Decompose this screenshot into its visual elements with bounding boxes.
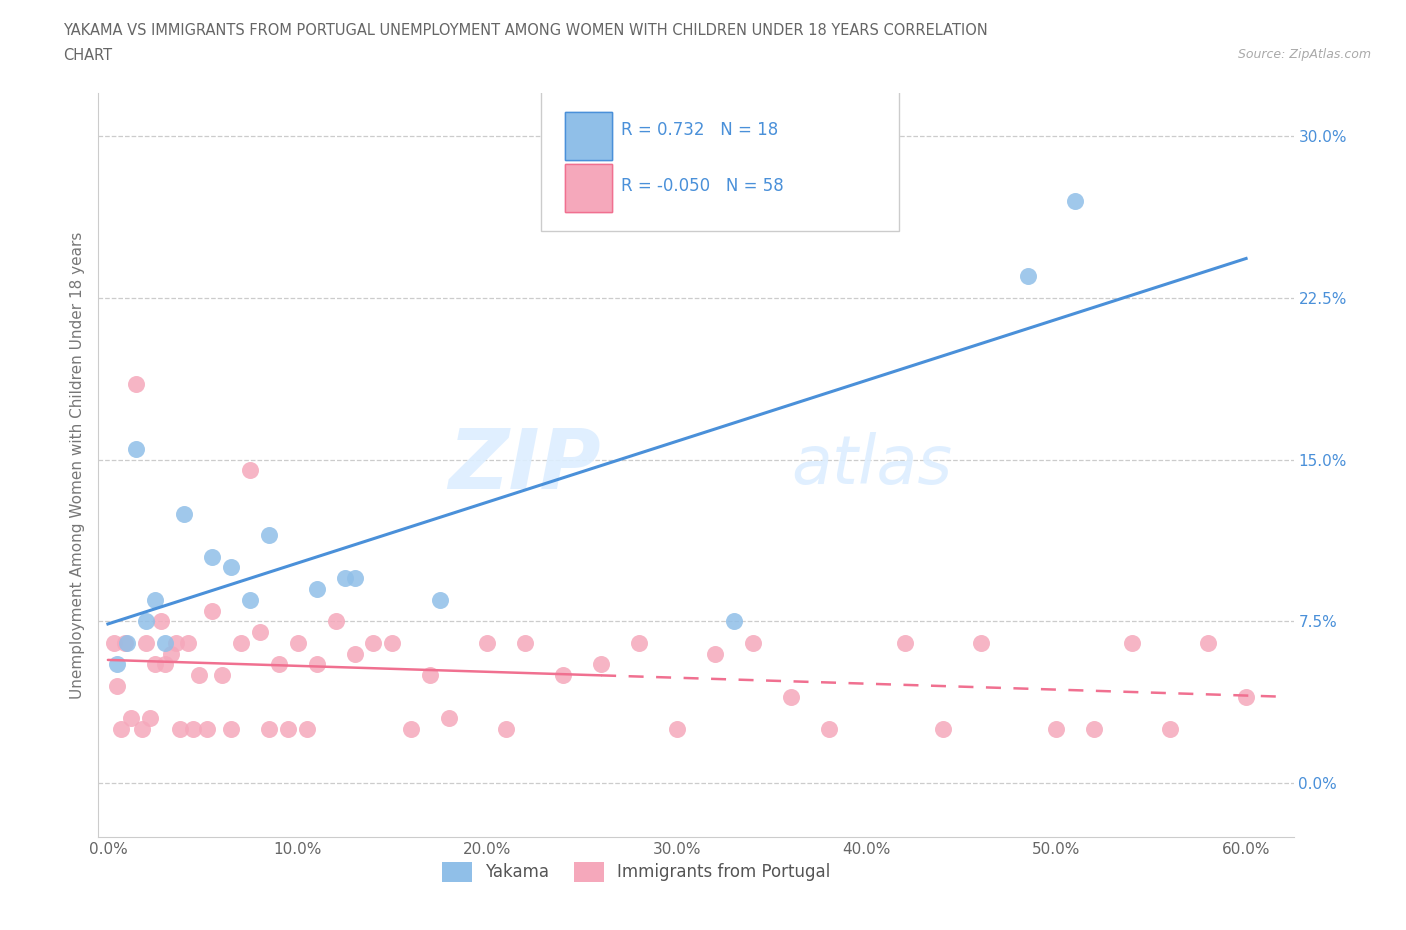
Point (591, 657, 613, 671)
Point (515, 635, 537, 650)
Point (135, 614, 157, 629)
Point (666, 722, 689, 737)
Point (143, 657, 166, 671)
Point (110, 722, 132, 737)
Point (120, 711, 142, 725)
Point (125, 442, 148, 457)
FancyBboxPatch shape (565, 164, 613, 212)
Point (305, 581, 328, 596)
Point (159, 646, 181, 661)
Point (343, 646, 366, 661)
Point (249, 625, 271, 640)
Point (295, 722, 318, 737)
Point (201, 550, 224, 565)
Point (305, 657, 328, 671)
Point (1017, 269, 1039, 284)
Point (287, 635, 309, 650)
Point (257, 527, 280, 542)
Point (1121, 635, 1143, 650)
Point (495, 722, 517, 737)
Point (115, 635, 138, 650)
Point (969, 635, 991, 650)
Point (257, 722, 280, 737)
Text: atlas: atlas (792, 432, 953, 498)
Point (343, 571, 366, 586)
Point (176, 635, 198, 650)
Point (131, 722, 153, 737)
Point (817, 722, 839, 737)
Point (150, 614, 173, 629)
Point (138, 711, 160, 725)
Point (103, 635, 125, 650)
Point (181, 722, 204, 737)
Point (239, 463, 262, 478)
Text: R = 0.732   N = 18: R = 0.732 N = 18 (620, 121, 778, 140)
Point (1197, 635, 1219, 650)
Point (1083, 722, 1105, 737)
Point (229, 635, 252, 650)
Point (628, 635, 651, 650)
Text: ZIP: ZIP (447, 424, 600, 506)
Point (703, 646, 725, 661)
FancyBboxPatch shape (565, 112, 613, 160)
Point (195, 722, 218, 737)
Point (188, 668, 211, 683)
Point (143, 592, 166, 607)
Text: Source: ZipAtlas.com: Source: ZipAtlas.com (1237, 48, 1371, 61)
Point (135, 635, 157, 650)
Point (239, 592, 262, 607)
Point (201, 604, 224, 618)
Point (477, 635, 499, 650)
Point (267, 657, 290, 671)
Point (1159, 722, 1181, 737)
Point (553, 668, 575, 683)
Point (169, 722, 191, 737)
Text: CHART: CHART (63, 48, 112, 63)
Point (153, 657, 176, 671)
Point (333, 571, 356, 586)
Point (277, 722, 299, 737)
Point (381, 635, 404, 650)
Point (219, 722, 242, 737)
Point (114, 635, 136, 650)
Point (173, 506, 195, 521)
Point (419, 668, 441, 683)
Point (931, 722, 953, 737)
Point (1045, 722, 1067, 737)
Point (105, 657, 128, 671)
Point (153, 635, 176, 650)
Text: R = -0.050   N = 58: R = -0.050 N = 58 (620, 177, 783, 195)
Point (1234, 689, 1257, 704)
Point (779, 689, 801, 704)
FancyBboxPatch shape (541, 86, 900, 231)
Point (429, 592, 451, 607)
Point (439, 711, 461, 725)
Point (893, 635, 915, 650)
Point (1064, 193, 1087, 208)
Legend: Yakama, Immigrants from Portugal: Yakama, Immigrants from Portugal (434, 856, 838, 888)
Point (723, 614, 745, 629)
Point (401, 722, 423, 737)
Point (219, 560, 242, 575)
Y-axis label: Unemployment Among Women with Children Under 18 years: Unemployment Among Women with Children U… (69, 232, 84, 698)
Point (741, 635, 763, 650)
Point (165, 635, 187, 650)
Text: YAKAMA VS IMMIGRANTS FROM PORTUGAL UNEMPLOYMENT AMONG WOMEN WITH CHILDREN UNDER : YAKAMA VS IMMIGRANTS FROM PORTUGAL UNEMP… (63, 23, 988, 38)
Point (125, 377, 148, 392)
Point (363, 635, 385, 650)
Point (325, 614, 347, 629)
Point (105, 679, 128, 694)
Point (211, 668, 233, 683)
